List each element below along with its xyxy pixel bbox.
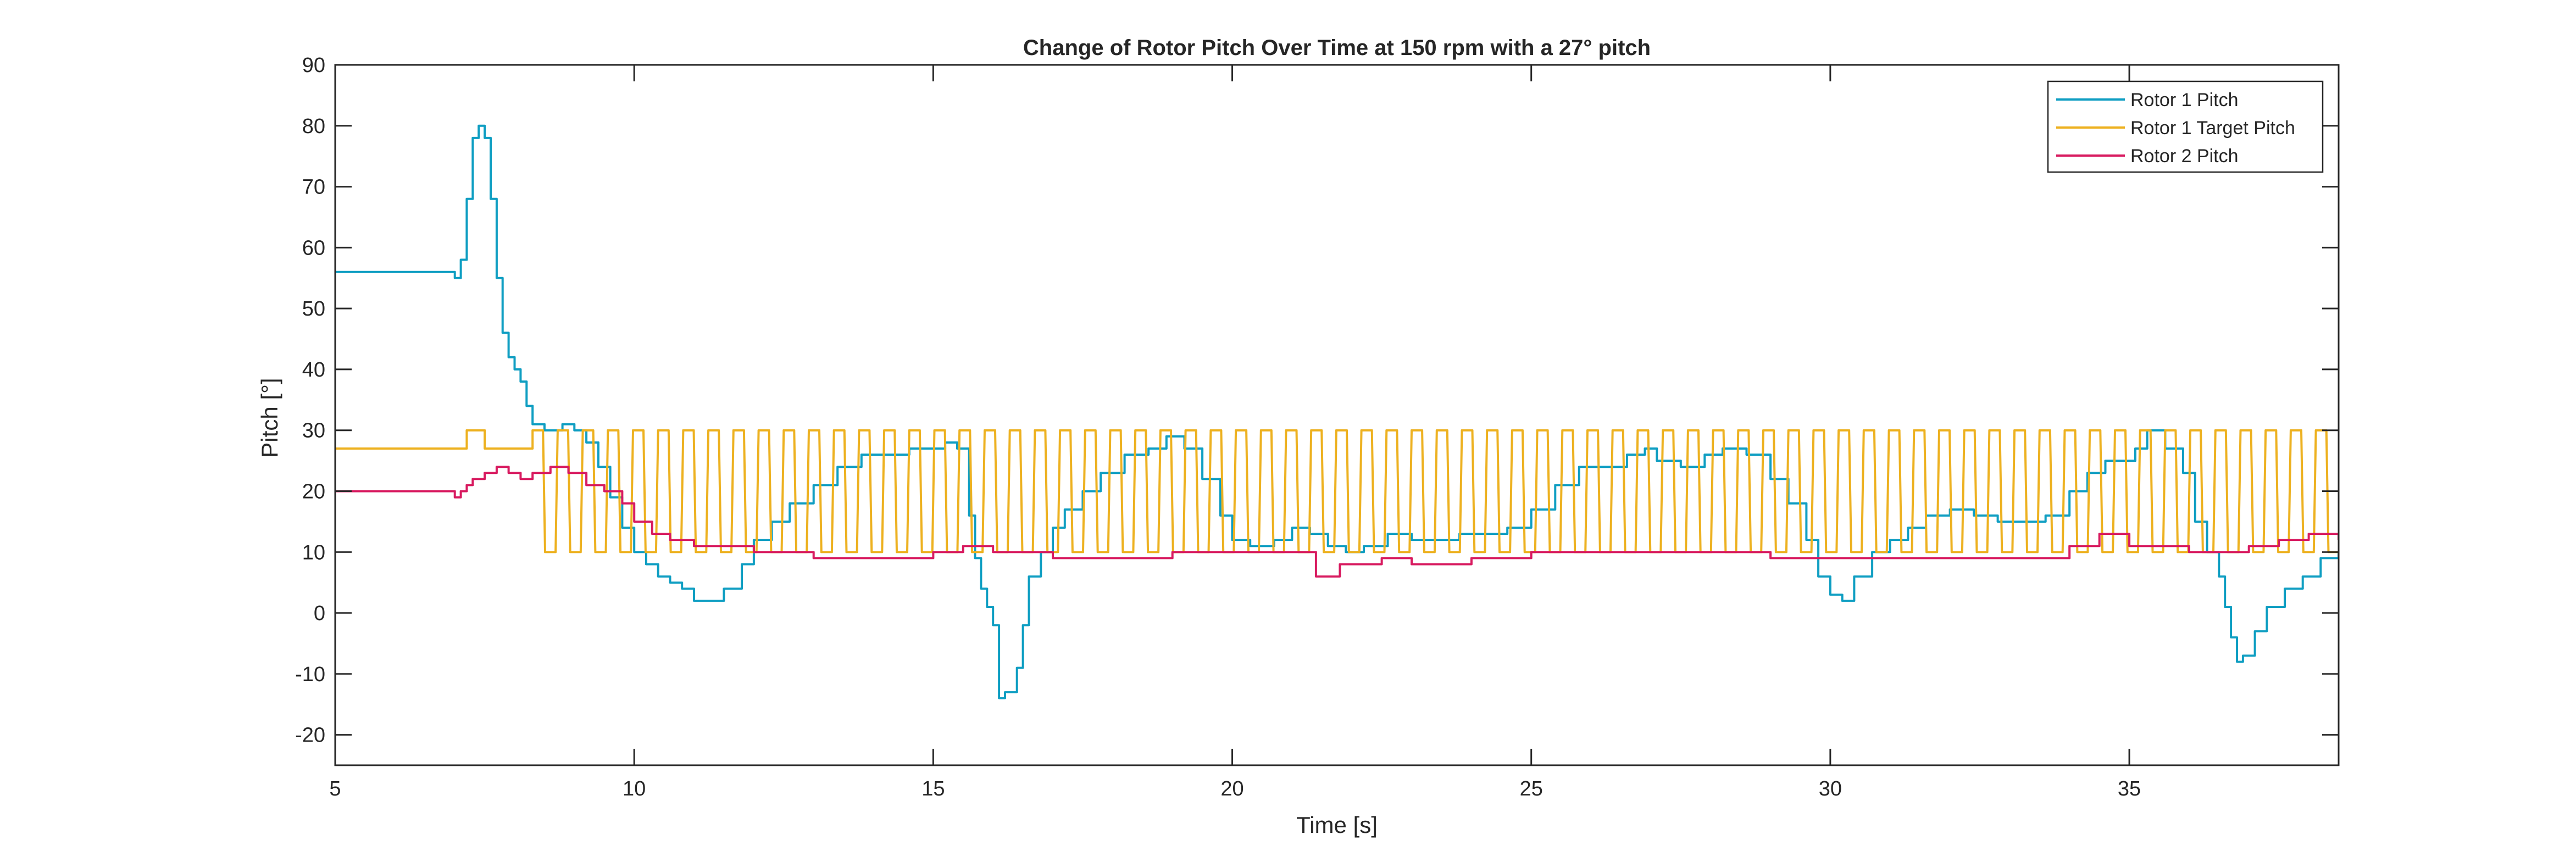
y-tick-label: 90	[302, 54, 325, 77]
y-tick-label: 40	[302, 358, 325, 382]
x-tick-label: 30	[1819, 777, 1842, 800]
y-tick-label: 20	[302, 480, 325, 503]
y-tick-label: 50	[302, 297, 325, 321]
plot-area	[335, 124, 2339, 700]
y-tick-label: 10	[302, 541, 325, 564]
series-line-rotor-1-pitch	[335, 124, 2339, 700]
legend: Rotor 1 Pitch Rotor 1 Target Pitch Rotor 2…	[2047, 80, 2324, 173]
legend-label: Rotor 1 Pitch	[2130, 90, 2239, 110]
y-tick-label: 60	[302, 236, 325, 259]
x-tick-label: 20	[1220, 777, 1243, 800]
axes-box	[334, 64, 2340, 766]
chart-title: Change of Rotor Pitch Over Time at 150 r…	[1023, 36, 1651, 60]
series-line-rotor-2-pitch	[335, 466, 2339, 578]
x-tick-label: 10	[623, 777, 646, 800]
y-tick-label: -10	[295, 663, 325, 686]
series-line-rotor-1-target-pitch	[335, 429, 2339, 554]
y-tick-label: -20	[295, 724, 325, 747]
y-tick-label: 30	[302, 419, 325, 443]
y-tick-label: 0	[314, 602, 325, 625]
x-tick-label: 25	[1520, 777, 1543, 800]
series-group	[335, 124, 2339, 700]
x-axis-label: Time [s]	[1296, 812, 1378, 838]
x-tick-label: 35	[2118, 777, 2141, 800]
y-tick-label: 70	[302, 176, 325, 199]
legend-label: Rotor 2 Pitch	[2130, 146, 2239, 167]
y-axis-label: Pitch [°]	[257, 378, 282, 457]
x-tick-label: 15	[921, 777, 945, 800]
y-tick-label: 80	[302, 115, 325, 138]
x-tick-label: 5	[329, 777, 341, 800]
axes: 5 10 15 20 25 30 35 -20 -10 0 10 20 30 40 50 60 70 80 90	[295, 54, 2340, 800]
legend-label: Rotor 1 Target Pitch	[2130, 118, 2295, 139]
